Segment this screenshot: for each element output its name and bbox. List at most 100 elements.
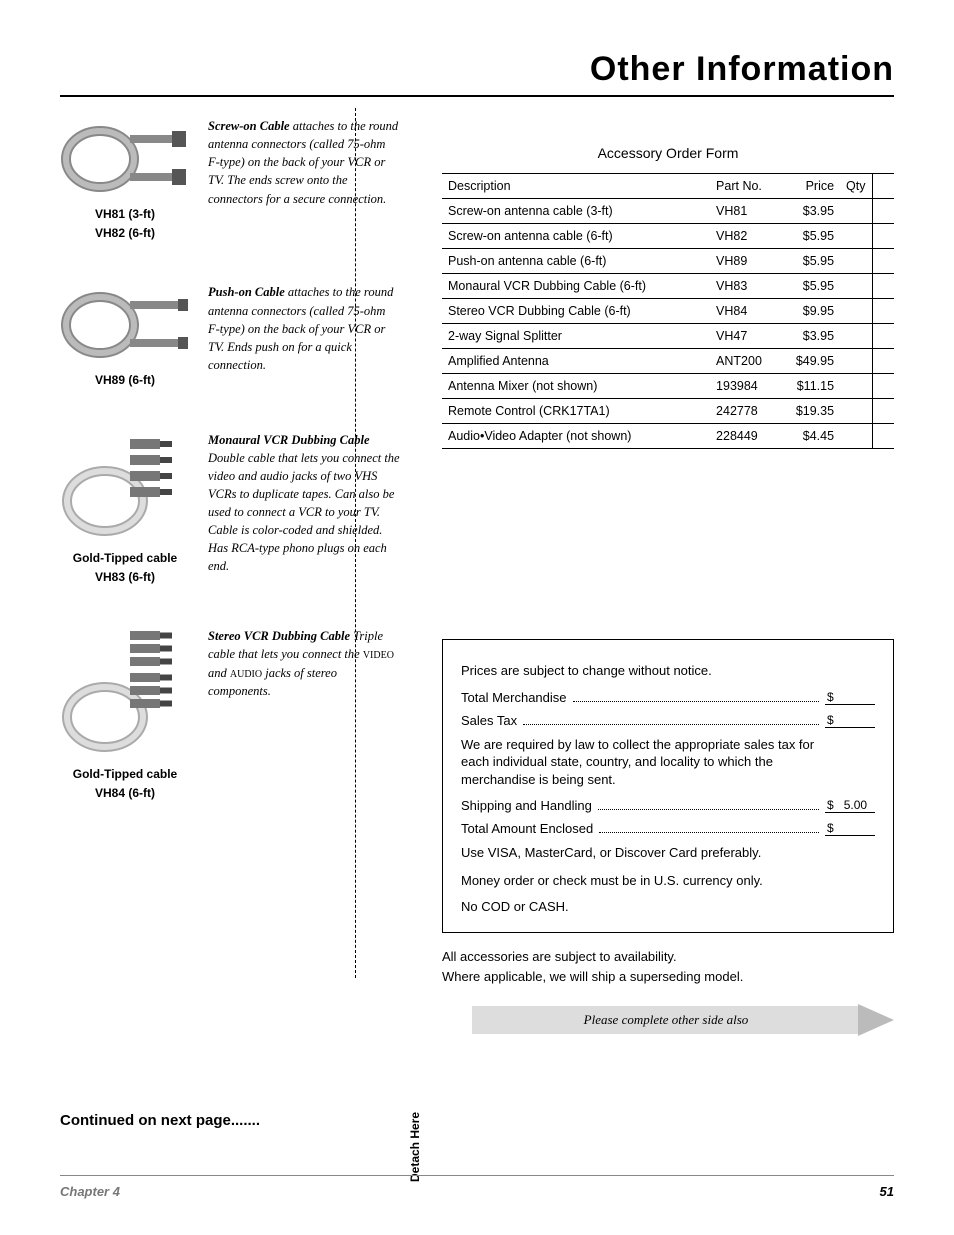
cell-qty[interactable]: [840, 424, 872, 449]
cable-screw-on: VH81 (3-ft) VH82 (6-ft) Screw-on Cable a…: [60, 117, 400, 243]
table-row: Antenna Mixer (not shown)193984$11.15: [442, 374, 894, 399]
row-total: Total Amount Enclosed $: [461, 821, 875, 836]
cell-qty2[interactable]: [872, 324, 894, 349]
stereo-dubbing-cable-icon: [60, 627, 190, 757]
cell-desc: 2-way Signal Splitter: [442, 324, 710, 349]
availability-note: All accessories are subject to availabil…: [442, 947, 894, 986]
cell-price: $3.95: [780, 199, 840, 224]
cell-qty[interactable]: [840, 249, 872, 274]
col-part-no: Part No.: [710, 174, 780, 199]
totals-box: Prices are subject to change without not…: [442, 639, 894, 933]
table-row: Stereo VCR Dubbing Cable (6-ft)VH84$9.95: [442, 299, 894, 324]
page-title: Other Information: [60, 50, 894, 89]
cell-part: VH83: [710, 274, 780, 299]
table-row: Audio•Video Adapter (not shown)228449$4.…: [442, 424, 894, 449]
cable-label: VH83 (6-ft): [60, 568, 190, 587]
cable-label: Gold-Tipped cable: [60, 549, 190, 568]
cell-desc: Monaural VCR Dubbing Cable (6-ft): [442, 274, 710, 299]
cell-qty2[interactable]: [872, 424, 894, 449]
monaural-dubbing-cable-icon: [60, 431, 190, 541]
complete-text: Please complete other side also: [472, 1006, 860, 1034]
row-shipping: Shipping and Handling $ 5.00: [461, 798, 875, 813]
cell-price: $5.95: [780, 249, 840, 274]
detach-here-label: Detach Here: [408, 1112, 422, 1182]
cable-push-on: VH89 (6-ft) Push-on Cable attaches to th…: [60, 283, 400, 390]
cell-part: ANT200: [710, 349, 780, 374]
cell-qty2[interactable]: [872, 374, 894, 399]
order-table: Description Part No. Price Qty Screw-on …: [442, 173, 894, 449]
cable-description: Push-on Cable attaches to the round ante…: [208, 283, 400, 390]
table-header-row: Description Part No. Price Qty: [442, 174, 894, 199]
cable-label: Gold-Tipped cable: [60, 765, 190, 784]
cell-qty2[interactable]: [872, 224, 894, 249]
amt-tax[interactable]: $: [825, 713, 875, 728]
cell-desc: Screw-on antenna cable (3-ft): [442, 199, 710, 224]
complete-bar: Please complete other side also: [442, 1004, 894, 1036]
amt-total[interactable]: $: [825, 821, 875, 836]
cell-price: $5.95: [780, 224, 840, 249]
chapter-label: Chapter 4: [60, 1184, 120, 1199]
cell-price: $49.95: [780, 349, 840, 374]
col-qty: Qty: [840, 174, 872, 199]
cable-description: Stereo VCR Dubbing Cable Triple cable th…: [208, 627, 400, 803]
table-row: Push-on antenna cable (6-ft)VH89$5.95: [442, 249, 894, 274]
cell-desc: Remote Control (CRK17TA1): [442, 399, 710, 424]
cell-qty[interactable]: [840, 274, 872, 299]
main-content: VH81 (3-ft) VH82 (6-ft) Screw-on Cable a…: [60, 117, 894, 1036]
cell-price: $4.45: [780, 424, 840, 449]
cell-desc: Push-on antenna cable (6-ft): [442, 249, 710, 274]
page-number: 51: [880, 1184, 894, 1199]
cod-note: No COD or CASH.: [461, 899, 875, 914]
cell-price: $9.95: [780, 299, 840, 324]
cell-qty[interactable]: [840, 349, 872, 374]
cell-part: 228449: [710, 424, 780, 449]
cell-qty2[interactable]: [872, 399, 894, 424]
cell-desc: Stereo VCR Dubbing Cable (6-ft): [442, 299, 710, 324]
table-row: Screw-on antenna cable (3-ft)VH81$3.95: [442, 199, 894, 224]
cell-qty2[interactable]: [872, 299, 894, 324]
cell-desc: Screw-on antenna cable (6-ft): [442, 224, 710, 249]
cell-qty[interactable]: [840, 399, 872, 424]
arrow-icon: [858, 1004, 894, 1036]
table-row: Monaural VCR Dubbing Cable (6-ft)VH83$5.…: [442, 274, 894, 299]
cell-qty[interactable]: [840, 299, 872, 324]
col-price: Price: [780, 174, 840, 199]
screw-on-cable-icon: [60, 117, 190, 197]
check-note: Money order or check must be in U.S. cur…: [461, 872, 875, 890]
cell-part: VH82: [710, 224, 780, 249]
cable-label: VH84 (6-ft): [60, 784, 190, 803]
right-column: Accessory Order Form Description Part No…: [416, 117, 894, 1036]
cell-price: $5.95: [780, 274, 840, 299]
cell-desc: Audio•Video Adapter (not shown): [442, 424, 710, 449]
table-row: Amplified AntennaANT200$49.95: [442, 349, 894, 374]
order-form-title: Accessory Order Form: [442, 145, 894, 161]
cell-part: VH47: [710, 324, 780, 349]
price-notice: Prices are subject to change without not…: [461, 662, 875, 680]
amt-merchandise[interactable]: $: [825, 690, 875, 705]
cell-qty2[interactable]: [872, 199, 894, 224]
row-merchandise: Total Merchandise $: [461, 690, 875, 705]
cable-label: VH82 (6-ft): [60, 224, 190, 243]
cell-qty2[interactable]: [872, 349, 894, 374]
col-qty-blank: [872, 174, 894, 199]
cc-note: Use VISA, MasterCard, or Discover Card p…: [461, 844, 875, 862]
col-description: Description: [442, 174, 710, 199]
cable-description: Screw-on Cable attaches to the round ant…: [208, 117, 400, 243]
cell-qty[interactable]: [840, 374, 872, 399]
cell-part: VH89: [710, 249, 780, 274]
tax-note: We are required by law to collect the ap…: [461, 736, 875, 789]
cell-desc: Antenna Mixer (not shown): [442, 374, 710, 399]
cell-qty[interactable]: [840, 224, 872, 249]
cable-description: Monaural VCR Dubbing Cable Double cable …: [208, 431, 400, 587]
page-footer: Chapter 4 51: [60, 1175, 894, 1199]
left-column: VH81 (3-ft) VH82 (6-ft) Screw-on Cable a…: [60, 117, 400, 1036]
cell-qty2[interactable]: [872, 274, 894, 299]
table-row: Screw-on antenna cable (6-ft)VH82$5.95: [442, 224, 894, 249]
cell-qty[interactable]: [840, 324, 872, 349]
push-on-cable-icon: [60, 283, 190, 363]
cable-label: VH89 (6-ft): [60, 371, 190, 390]
cell-qty2[interactable]: [872, 249, 894, 274]
cell-part: VH81: [710, 199, 780, 224]
cell-part: 193984: [710, 374, 780, 399]
cell-qty[interactable]: [840, 199, 872, 224]
